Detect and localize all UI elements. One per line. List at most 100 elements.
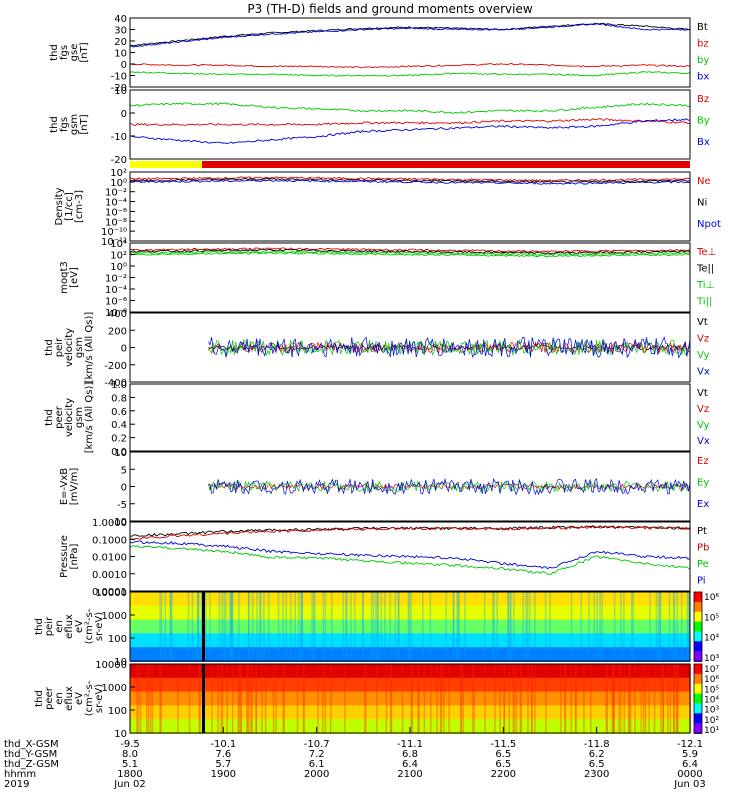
heatmap-streak [137, 664, 140, 733]
y-tick-label: 0.4 [111, 420, 127, 431]
y-axis-label-line: (cm²-s- [84, 680, 95, 716]
colorbar-segment [694, 703, 702, 715]
heatmap-streak [250, 664, 252, 733]
heatmap-streak [460, 664, 463, 733]
y-tick-label: -20 [111, 83, 127, 94]
orbit-value: 6.1 [309, 759, 325, 770]
heatmap-streak [187, 592, 190, 661]
heatmap-streak [411, 664, 413, 733]
colorbar-segment [694, 641, 702, 653]
y-axis-label-line: [mV/m] [69, 468, 80, 506]
x-date-label: Jun 03 [673, 779, 706, 790]
orbit-value: -11.8 [584, 739, 610, 750]
heatmap-streak [544, 592, 547, 661]
orbit-value: 7.6 [215, 749, 231, 760]
y-axis-label: Pressure [nPa] [59, 535, 80, 578]
heatmap-streak [261, 664, 263, 733]
heatmap-streak [673, 664, 675, 733]
y-axis-label-line: gsm [74, 337, 85, 358]
heatmap-streak [458, 592, 460, 661]
heatmap-streak [298, 592, 300, 661]
heatmap-streak [303, 664, 305, 733]
colorbar-segment [694, 664, 702, 675]
heatmap-streak [188, 664, 191, 733]
legend-Vx: Vx [697, 366, 710, 377]
legend-By: By [697, 116, 710, 127]
y-axis-label-line: peer [44, 686, 55, 710]
y-tick-label: 0.0 [111, 447, 127, 458]
y-tick-label: 0 [121, 344, 127, 355]
y-axis-label-line: en [54, 692, 65, 705]
legend-Ti⊥: Ti⊥ [696, 280, 714, 291]
colorbar-segment [694, 683, 702, 695]
y-tick-label: 1000 [102, 683, 127, 694]
y-axis-label-line: peer [54, 405, 65, 429]
heatmap-streak [686, 592, 689, 661]
colorbar-tick: 10³ [704, 706, 719, 716]
panel-peir_eflux: 10⁶ 10⁵ 10⁴ 10³ 10000 1000 100 10 thd peir en eflux… [34, 588, 719, 668]
heatmap-streak [503, 664, 506, 733]
heatmap-streak [272, 664, 275, 733]
heatmap-streak [375, 592, 377, 661]
y-tick-label: -200 [104, 361, 127, 372]
heatmap-streak [620, 664, 622, 733]
heatmap-band [130, 677, 690, 693]
series-Pb-line [129, 525, 691, 541]
y-axis-label-line: thd [44, 409, 55, 426]
heatmap-streak [390, 664, 393, 733]
legend-Pt: Pt [697, 526, 707, 537]
legend-Npot: Npot [697, 219, 721, 230]
legend-by: by [697, 55, 709, 66]
heatmap-streak [344, 664, 346, 733]
heatmap-streak [300, 592, 302, 661]
heatmap-streak [575, 664, 577, 733]
series-Ex-line [208, 477, 691, 496]
legend-Bx: Bx [697, 137, 710, 148]
y-axis-label-line: eV [74, 692, 85, 705]
heatmap-streak [331, 592, 333, 661]
orbit-row-label: thd_X-GSM [4, 739, 59, 750]
y-axis-label-line: gsm [69, 114, 80, 135]
panel-frame [129, 89, 691, 160]
heatmap-streak [228, 592, 231, 661]
heatmap-streak [407, 592, 410, 661]
heatmap-streak [655, 592, 658, 661]
y-tick-label: 10⁻⁴ [105, 285, 127, 296]
legend-Te||: Te|| [696, 263, 714, 274]
heatmap-streak [429, 592, 432, 661]
heatmap-streak [225, 592, 227, 661]
heatmap-streak [423, 664, 426, 733]
y-tick-label: 0.1000 [92, 535, 127, 546]
y-axis-label-line: Pressure [59, 535, 70, 578]
heatmap-band [130, 719, 690, 734]
heatmap-streak [246, 664, 249, 733]
orbit-value: 7.2 [309, 749, 325, 760]
heatmap-streak [657, 592, 660, 661]
heatmap-streak [147, 664, 150, 733]
legend-Ex: Ex [697, 499, 709, 510]
heatmap-streak [197, 592, 200, 661]
year-label: 2019 [4, 779, 29, 790]
heatmap-streak [436, 664, 438, 733]
heatmap-streak [255, 664, 257, 733]
heatmap-streak [149, 664, 152, 733]
heatmap-streak [350, 592, 352, 661]
heatmap-streak [345, 592, 347, 661]
heatmap-streak [677, 664, 679, 733]
legend-Ti||: Ti|| [696, 296, 712, 307]
x-tick-label: 1800 [117, 769, 142, 780]
heatmap-streak [508, 664, 510, 733]
series-Npot-line [129, 179, 691, 185]
panel-efield: 10 5 0 -5 -10 E=-VxB [mV/m] Ez Ey Ex [59, 448, 709, 528]
heatmap-streak [312, 592, 315, 661]
y-tick-label: 10 [114, 86, 127, 97]
panel-peer_velocity: 1.0 0.8 0.6 0.4 0.2 0.0 thd peer velocity gsm [km/… [44, 380, 710, 458]
heatmap-streak [322, 664, 324, 733]
y-tick-label: -10 [111, 132, 127, 143]
heatmap-streak [643, 664, 645, 733]
colorbar-segment [694, 723, 702, 734]
y-tick-label: 100 [108, 706, 127, 717]
heatmap-streak [205, 592, 207, 661]
